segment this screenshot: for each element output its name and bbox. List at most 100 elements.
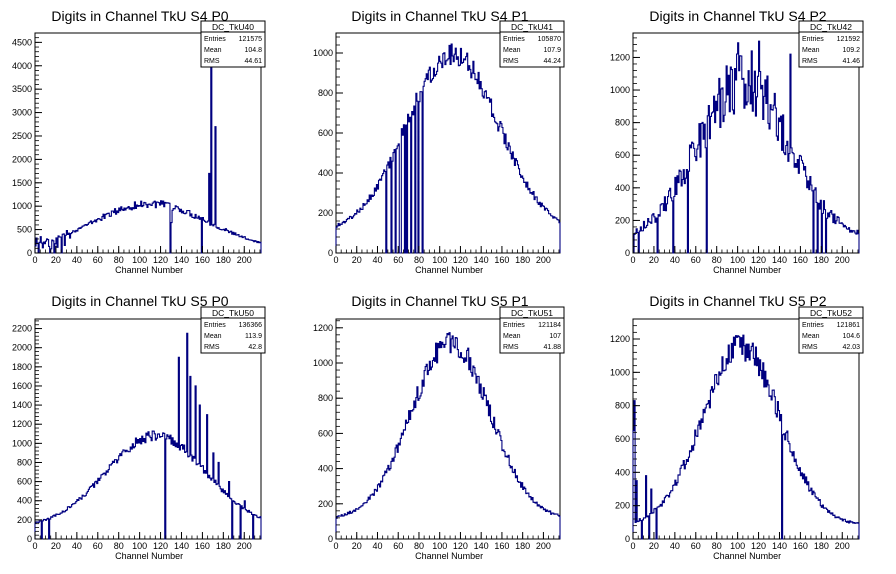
- y-tick-label: 0: [27, 248, 32, 258]
- x-axis-label: Channel Number: [115, 265, 183, 275]
- x-tick-label: 180: [814, 541, 829, 551]
- x-tick-label: 200: [835, 541, 850, 551]
- x-tick-label: 0: [630, 541, 635, 551]
- stats-label: Mean: [503, 47, 521, 54]
- x-tick-label: 160: [494, 541, 509, 551]
- x-tick-label: 140: [474, 541, 489, 551]
- x-tick-label: 40: [670, 255, 680, 265]
- stats-value-rms: 42.8: [248, 344, 262, 351]
- x-tick-label: 160: [793, 541, 808, 551]
- stats-value-mean: 113.9: [245, 333, 262, 340]
- x-tick-label: 120: [153, 541, 168, 551]
- y-tick-label: 0: [27, 534, 32, 544]
- x-tick-label: 20: [352, 541, 362, 551]
- x-tick-label: 100: [432, 255, 447, 265]
- chart-title: Digits in Channel TkU S5 P1: [351, 293, 528, 309]
- y-tick-label: 500: [17, 225, 32, 235]
- x-tick-label: 200: [237, 541, 252, 551]
- y-tick-label: 200: [615, 215, 630, 225]
- stats-value-entries: 121592: [837, 36, 860, 43]
- x-tick-label: 140: [474, 255, 489, 265]
- y-tick-label: 1200: [610, 52, 630, 62]
- histogram-panel: Digits in Channel TkU S5 P00200400600800…: [12, 293, 266, 561]
- x-tick-label: 80: [414, 255, 424, 265]
- x-tick-label: 60: [393, 255, 403, 265]
- x-tick-label: 160: [195, 541, 210, 551]
- stats-value-rms: 41.88: [543, 344, 561, 351]
- histogram-panel: Digits in Channel TkU S5 P10200400600800…: [313, 293, 565, 561]
- histogram-panel: Digits in Channel TkU S4 P10200400600800…: [313, 8, 565, 275]
- x-axis-label: Channel Number: [415, 265, 483, 275]
- y-tick-label: 0: [328, 248, 333, 258]
- stats-value-mean: 104.6: [842, 333, 860, 340]
- plot-frame: [632, 318, 860, 540]
- x-axis-label: Channel Number: [415, 551, 483, 561]
- x-tick-label: 100: [730, 541, 745, 551]
- x-tick-label: 140: [174, 255, 189, 265]
- y-tick-label: 800: [318, 88, 333, 98]
- y-tick-label: 200: [318, 499, 333, 509]
- histogram-panel: Digits in Channel TkU S4 P20200400600800…: [610, 8, 864, 275]
- y-tick-label: 2000: [12, 154, 32, 164]
- stats-value-entries: 121575: [239, 36, 262, 43]
- stats-value-entries: 105870: [538, 36, 561, 43]
- x-tick-label: 60: [691, 255, 701, 265]
- stats-value-mean: 109.2: [842, 47, 860, 54]
- x-tick-label: 40: [372, 541, 382, 551]
- stats-box: [798, 20, 864, 68]
- stats-value-rms: 44.61: [244, 58, 262, 65]
- x-tick-label: 80: [712, 541, 722, 551]
- x-tick-label: 20: [51, 255, 61, 265]
- x-tick-label: 160: [494, 255, 509, 265]
- y-tick-label: 1200: [313, 323, 333, 333]
- x-tick-label: 20: [649, 255, 659, 265]
- plot-frame: [335, 32, 561, 254]
- x-axis-label: Channel Number: [713, 551, 781, 561]
- stats-name: DC_TkU51: [511, 308, 553, 318]
- x-tick-label: 100: [132, 255, 147, 265]
- y-tick-label: 600: [318, 428, 333, 438]
- x-tick-label: 200: [237, 255, 252, 265]
- y-tick-label: 2000: [12, 343, 32, 353]
- x-tick-label: 200: [835, 255, 850, 265]
- y-tick-label: 1000: [313, 358, 333, 368]
- y-tick-label: 1600: [12, 381, 32, 391]
- x-tick-label: 140: [772, 255, 787, 265]
- y-tick-label: 3500: [12, 84, 32, 94]
- x-tick-label: 60: [691, 541, 701, 551]
- x-tick-label: 20: [649, 541, 659, 551]
- y-tick-label: 4500: [12, 37, 32, 47]
- stats-label: Entries: [802, 36, 824, 43]
- stats-value-entries: 121184: [538, 322, 561, 329]
- histogram-series: [34, 45, 262, 254]
- chart-title: Digits in Channel TkU S4 P0: [51, 8, 228, 24]
- y-tick-label: 1000: [610, 85, 630, 95]
- y-tick-label: 1200: [12, 419, 32, 429]
- x-tick-label: 60: [393, 541, 403, 551]
- x-tick-label: 80: [414, 541, 424, 551]
- chart-title: Digits in Channel TkU S5 P2: [649, 293, 826, 309]
- x-tick-label: 0: [333, 541, 338, 551]
- x-tick-label: 160: [793, 255, 808, 265]
- x-tick-label: 40: [72, 255, 82, 265]
- x-tick-label: 40: [372, 255, 382, 265]
- y-tick-label: 600: [615, 434, 630, 444]
- x-tick-label: 200: [536, 255, 551, 265]
- stats-box: [200, 306, 266, 354]
- y-tick-label: 1800: [12, 362, 32, 372]
- stats-box: [499, 20, 565, 68]
- stats-label: Mean: [503, 333, 521, 340]
- x-tick-label: 180: [216, 255, 231, 265]
- y-tick-label: 600: [318, 128, 333, 138]
- plot-frame: [34, 32, 262, 254]
- stats-label: Entries: [802, 322, 824, 329]
- x-tick-label: 120: [453, 255, 468, 265]
- y-tick-label: 1000: [12, 201, 32, 211]
- stats-label: Entries: [204, 36, 226, 43]
- stats-label: Entries: [204, 322, 226, 329]
- y-tick-label: 1400: [12, 400, 32, 410]
- x-tick-label: 180: [515, 255, 530, 265]
- histogram-panel: Digits in Channel TkU S4 P00500100015002…: [12, 8, 266, 275]
- y-tick-label: 0: [625, 248, 630, 258]
- y-tick-label: 800: [615, 118, 630, 128]
